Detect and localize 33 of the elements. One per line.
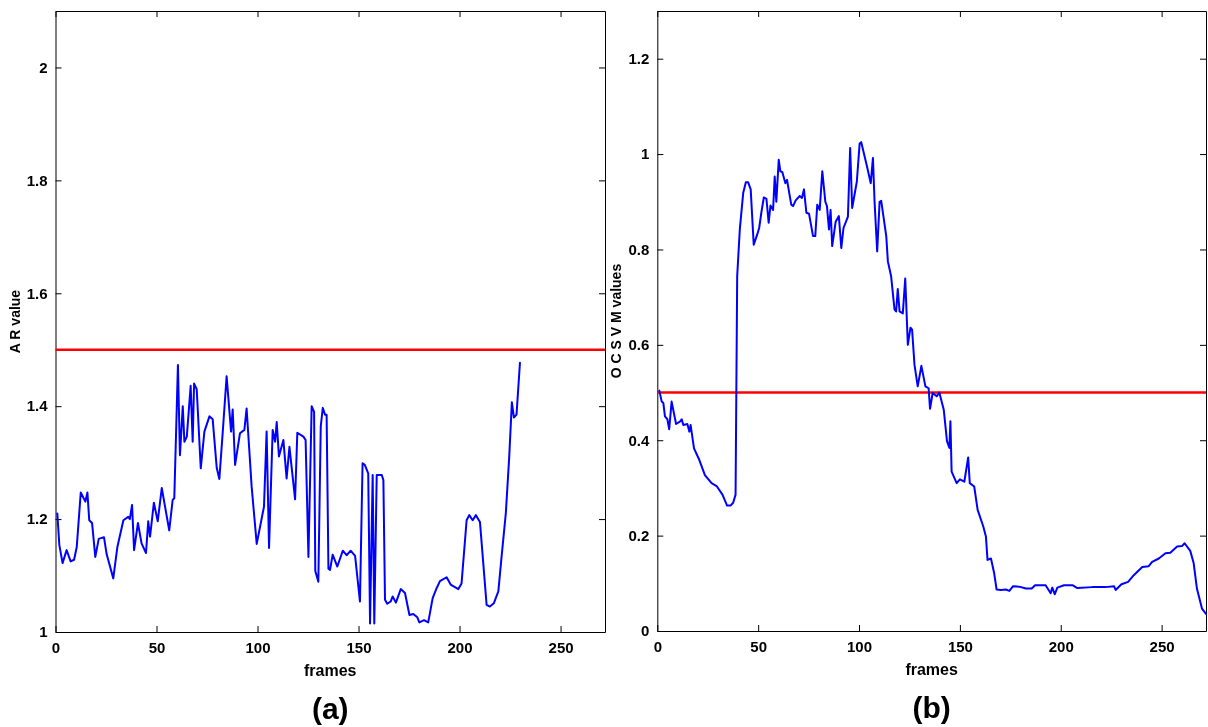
y-tick-label: 0.6 [628,336,650,354]
y-tick-label: 0.4 [628,431,650,449]
y-axis-title: O C S V M values [608,263,625,379]
x-tick-label: 50 [750,637,768,655]
x-tick-label: 200 [1048,637,1074,655]
x-tick-label: 250 [548,638,574,656]
y-tick-label: 1.2 [628,49,650,67]
text: (a) [311,692,349,725]
x-tick-label: 0 [51,638,61,656]
y-tick-label: 2 [39,58,48,76]
y-tick-label: 0 [640,622,650,640]
y-tick-label: 1 [39,623,48,641]
line-series [56,361,521,625]
y-tick-label: 1 [640,145,650,163]
text: (b) [912,691,951,724]
y-tick-label: 1.4 [26,397,49,415]
x-axis-title: frames [905,661,958,678]
x-tick-label: 0 [653,637,662,655]
y-tick-label: 1.6 [26,284,48,302]
x-tick-label: 100 [245,638,271,656]
x-tick-label: 50 [148,638,166,656]
x-axis-title: frames [304,662,357,679]
y-tick-label: 0.2 [628,526,650,544]
x-tick-label: 150 [947,637,973,655]
y-tick-label: 1.2 [26,510,48,528]
y-tick-label: 1.8 [26,171,48,189]
y-tick-label: 0.8 [628,240,650,258]
x-tick-label: 250 [1149,637,1175,655]
x-tick-label: 200 [447,638,473,656]
y-axis-title: A R value [6,289,23,354]
x-tick-label: 100 [847,637,873,655]
x-tick-label: 150 [346,638,372,656]
line-series [658,141,1207,615]
